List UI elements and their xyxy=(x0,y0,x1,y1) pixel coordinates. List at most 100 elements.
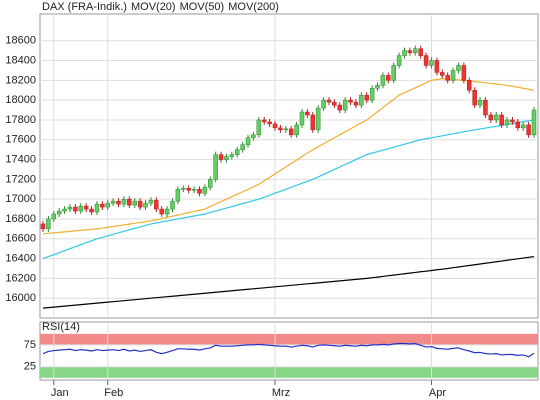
candle-body xyxy=(299,111,305,126)
candle-body xyxy=(472,89,477,106)
candle-body xyxy=(283,128,289,131)
candle-body xyxy=(272,123,278,129)
candle-body xyxy=(461,65,467,81)
candle-body xyxy=(170,200,175,210)
candle-body xyxy=(100,203,105,208)
legend-entry: DAX (FRA-Indik.) xyxy=(42,1,127,13)
candle-body xyxy=(143,202,148,208)
candle-body xyxy=(434,60,440,73)
candle-body xyxy=(83,205,89,210)
candle-body xyxy=(359,94,364,106)
candle-body xyxy=(40,223,46,230)
y-tick-label: 16600 xyxy=(5,233,36,245)
x-tick-label: Mrz xyxy=(272,387,290,399)
candle-body xyxy=(229,154,235,157)
candle-body xyxy=(288,128,294,136)
candle-body xyxy=(337,104,343,111)
candle-body xyxy=(110,200,116,204)
y-tick-label: 18400 xyxy=(5,54,36,66)
candle-body xyxy=(234,149,240,155)
candle-body xyxy=(213,154,218,180)
candle-body xyxy=(499,114,504,126)
x-tick-label: Jan xyxy=(51,387,69,399)
candle-body xyxy=(89,208,94,213)
candle-body xyxy=(267,121,272,125)
candle-body xyxy=(46,218,51,230)
candle-body xyxy=(467,80,472,91)
candle-body xyxy=(202,187,208,194)
candle-body xyxy=(148,199,154,204)
candle-body xyxy=(261,119,267,123)
candle-body xyxy=(386,75,391,81)
candle-body xyxy=(218,154,224,160)
candle-body xyxy=(94,203,100,213)
candle-body xyxy=(520,124,526,129)
candle-body xyxy=(504,119,510,126)
candle-body xyxy=(62,208,67,212)
candle-body xyxy=(515,121,521,129)
candle-body xyxy=(445,75,450,81)
y-tick-label: 17400 xyxy=(5,153,36,165)
candle-body xyxy=(488,114,494,121)
candle-body xyxy=(181,188,186,190)
y-tick-label: 16800 xyxy=(5,213,36,225)
candle-body xyxy=(456,65,461,71)
candle-body xyxy=(51,213,57,220)
x-tick-label: Feb xyxy=(104,387,123,399)
legend-entry: MOV(200) xyxy=(228,1,279,13)
candle-body xyxy=(256,119,262,136)
candle-body xyxy=(191,189,197,191)
candle-body xyxy=(348,99,353,103)
candle-body xyxy=(450,70,456,81)
candle-body xyxy=(56,210,62,215)
candle-body xyxy=(526,124,531,136)
candle-body xyxy=(105,202,110,208)
y-tick-label: 75 xyxy=(24,339,36,351)
candle-body xyxy=(510,119,515,123)
candle-body xyxy=(483,99,488,116)
candle-body xyxy=(396,55,402,66)
candle-body xyxy=(353,101,359,106)
candle-body xyxy=(391,65,396,81)
candle-body xyxy=(332,101,337,106)
candle-body xyxy=(245,137,251,145)
candle-body xyxy=(132,200,137,206)
candle-body xyxy=(240,144,245,150)
candle-body xyxy=(342,99,348,111)
candle-body xyxy=(164,208,170,215)
candle-body xyxy=(380,75,386,86)
rsi-band xyxy=(40,333,538,345)
candle-body xyxy=(154,199,159,210)
y-tick-label: 17200 xyxy=(5,173,36,185)
candle-body xyxy=(294,124,299,136)
candle-body xyxy=(477,99,483,106)
y-tick-label: 16000 xyxy=(5,292,36,304)
candle-body xyxy=(429,60,434,66)
y-tick-label: 17000 xyxy=(5,193,36,205)
candle-body xyxy=(413,48,418,53)
candle-body xyxy=(375,85,380,89)
candle-body xyxy=(78,205,84,212)
y-tick-label: 18000 xyxy=(5,94,36,106)
plot-area xyxy=(39,13,539,319)
moving-average-line xyxy=(42,256,535,309)
candle-body xyxy=(278,127,283,131)
legend-entry: MOV(50) xyxy=(180,1,225,13)
candle-body xyxy=(531,109,537,136)
y-tick-label: 18200 xyxy=(5,74,36,86)
candle-body xyxy=(251,134,256,139)
rsi-band xyxy=(40,366,538,378)
candle-body xyxy=(175,189,181,202)
candle-body xyxy=(321,99,326,109)
candle-body xyxy=(423,55,429,66)
candle-body xyxy=(310,114,316,131)
y-tick-label: 17800 xyxy=(5,114,36,126)
y-tick-label: 17600 xyxy=(5,134,36,146)
candle-body xyxy=(315,107,321,131)
y-tick-label: 18600 xyxy=(5,35,36,47)
moving-average-line xyxy=(42,119,535,260)
y-tick-label: 16200 xyxy=(5,272,36,284)
candle-body xyxy=(440,72,445,76)
candle-body xyxy=(121,198,127,205)
